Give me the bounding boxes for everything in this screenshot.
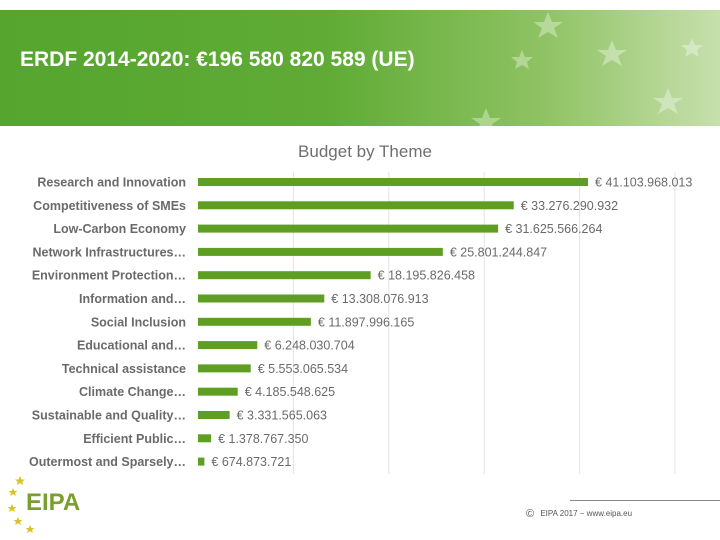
value-label: € 5.553.065.534 (258, 362, 348, 376)
value-label: € 41.103.968.013 (595, 176, 692, 190)
category-label: Educational and… (77, 339, 186, 353)
value-label: € 674.873.721 (211, 455, 291, 469)
footer-divider (570, 500, 720, 501)
bar (198, 341, 258, 350)
category-label: Efficient Public… (83, 432, 186, 446)
value-label: € 4.185.548.625 (245, 385, 335, 399)
value-label: € 31.625.566.264 (505, 222, 602, 236)
bar (198, 387, 238, 396)
value-label: € 25.801.244.847 (450, 245, 547, 259)
chart-bars: Research and Innovation € 41.103.968.013 C… (29, 176, 692, 470)
bar (198, 411, 230, 419)
value-label: € 11.897.996.165 (318, 315, 414, 329)
bar (198, 224, 499, 233)
value-label: € 6.248.030.704 (264, 339, 354, 353)
bar (198, 178, 589, 186)
bar (198, 201, 514, 210)
category-label: Social Inclusion (91, 315, 186, 329)
category-label: Information and… (79, 292, 186, 306)
bar (198, 457, 205, 466)
category-label: Climate Change… (79, 385, 186, 399)
logo-stars-icon (8, 476, 35, 533)
logo-text: EIPA (26, 489, 80, 516)
footer: © EIPA 2017 − www.eipa.eu (526, 508, 632, 520)
bar (198, 364, 251, 373)
copyright-symbol: © (526, 508, 535, 520)
eu-stars-decoration (471, 12, 703, 126)
value-label: € 3.331.565.063 (237, 409, 327, 423)
bar (198, 317, 311, 326)
bar (198, 294, 325, 303)
value-label: € 13.308.076.913 (331, 292, 428, 306)
value-label: € 18.195.826.458 (378, 269, 475, 283)
bar (198, 247, 443, 256)
category-label: Sustainable and Quality… (32, 409, 186, 423)
category-label: Low-Carbon Economy (53, 222, 186, 236)
chart-title: Budget by Theme (298, 142, 432, 161)
page-title: ERDF 2014-2020: €196 580 820 589 (UE) (20, 48, 415, 71)
category-label: Technical assistance (62, 362, 186, 376)
category-label: Research and Innovation (37, 176, 186, 190)
eipa-logo: EIPA (8, 476, 80, 533)
value-label: € 33.276.290.932 (521, 199, 618, 213)
category-label: Competitiveness of SMEs (33, 199, 186, 213)
value-label: € 1.378.767.350 (218, 432, 308, 446)
budget-bar-chart: Budget by Theme Research and Innovation €… (29, 142, 692, 474)
category-label: Network Infrastructures… (32, 245, 186, 259)
category-label: Outermost and Sparsely… (29, 455, 186, 469)
bar (198, 271, 371, 280)
category-label: Environment Protection… (32, 269, 186, 283)
header-banner: ERDF 2014-2020: €196 580 820 589 (UE) (0, 10, 720, 126)
footer-text: EIPA 2017 − www.eipa.eu (540, 509, 633, 518)
bar (198, 434, 212, 443)
